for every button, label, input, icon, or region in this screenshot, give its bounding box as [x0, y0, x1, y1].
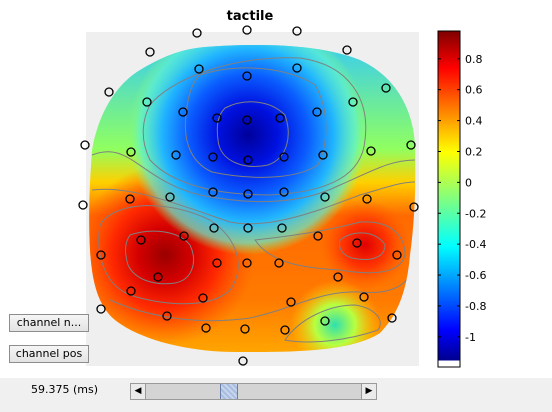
- colorbar-tick-label: 0.6: [465, 84, 483, 97]
- colorbar: 0.8 0.6 0.4 0.2 0 -0.2 -0.4 -0.6 -0.8 -1: [437, 30, 486, 368]
- colorbar-tick-label: 0.8: [465, 53, 483, 66]
- colorbar-tick-label: 0: [465, 176, 472, 189]
- colorbar-tick-label: -0.2: [465, 207, 486, 220]
- topo-surface: [89, 45, 416, 353]
- figure-title: tactile: [226, 9, 274, 24]
- electrode-markers: [78, 25, 419, 366]
- colorbar-tick-label: -1: [465, 331, 476, 344]
- channel-pos-button[interactable]: channel pos: [9, 345, 89, 363]
- slider-right-arrow-icon[interactable]: ▶: [361, 384, 376, 399]
- slider-left-arrow-icon[interactable]: ◀: [131, 384, 146, 399]
- colorbar-tick-label: -0.4: [465, 238, 486, 251]
- colorbar-ticks: 0.8 0.6 0.4 0.2 0 -0.2 -0.4 -0.6 -0.8 -1: [438, 53, 486, 344]
- colorbar-tick-label: -0.8: [465, 300, 486, 313]
- topo-map: [78, 25, 419, 366]
- colorbar-gradient: [437, 30, 461, 368]
- colorbar-tick-label: -0.6: [465, 269, 486, 282]
- colorbar-tick-label: 0.2: [465, 145, 483, 158]
- channel-names-button[interactable]: channel n...: [9, 314, 89, 332]
- slider-thumb[interactable]: [219, 384, 238, 399]
- time-readout: 59.375 (ms): [31, 383, 99, 396]
- time-slider[interactable]: ◀ ▶: [130, 383, 377, 400]
- colorbar-tick-label: 0.4: [465, 115, 483, 128]
